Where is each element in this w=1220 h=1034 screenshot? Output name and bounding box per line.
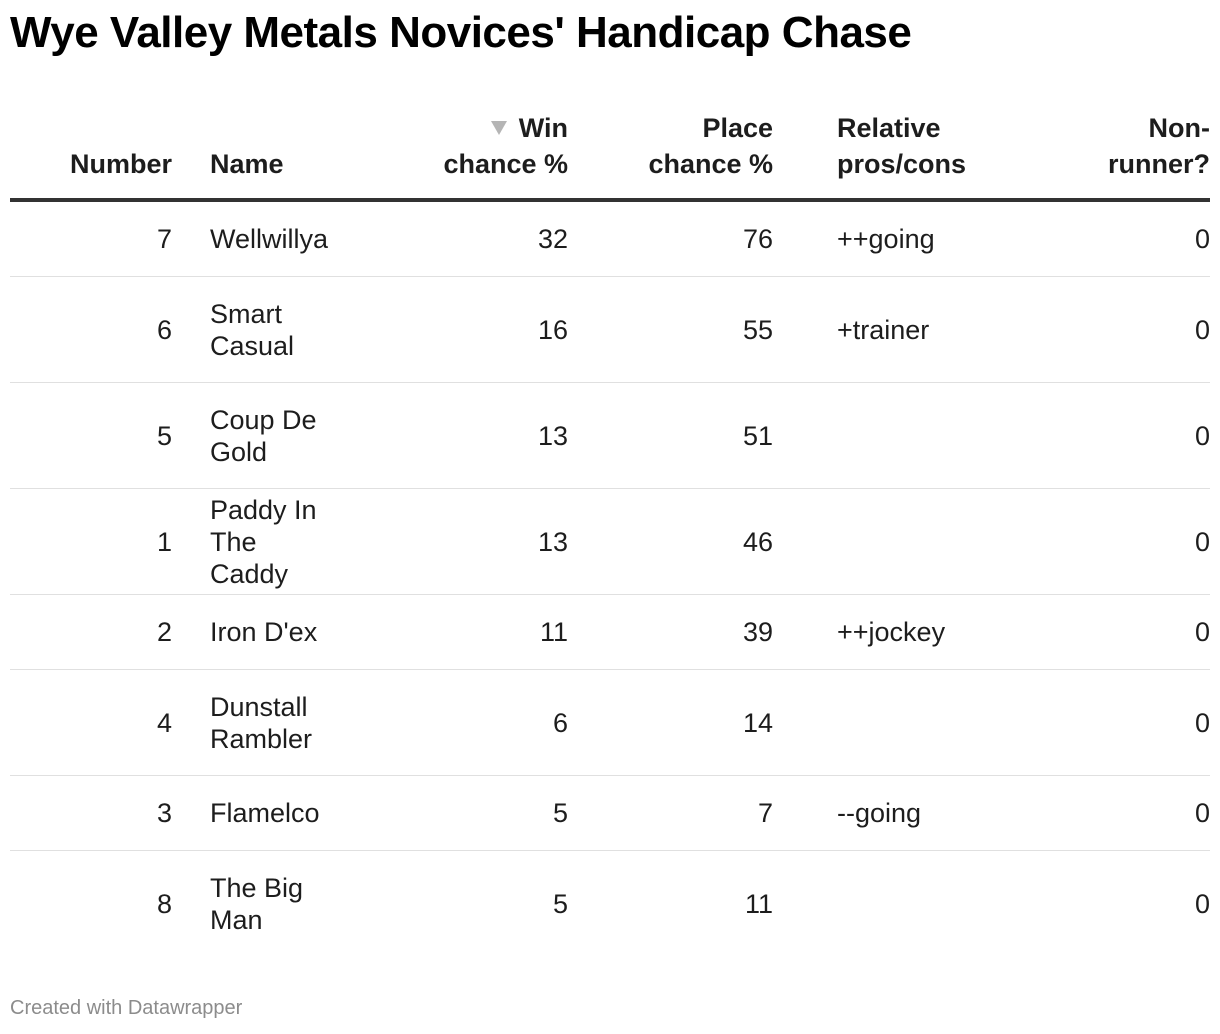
cell-relative [773, 851, 1033, 957]
cell-nonrunner: 0 [1033, 488, 1210, 595]
cell-win: 6 [322, 669, 568, 776]
cell-number: 1 [10, 488, 172, 595]
header-win-line1: Win [518, 113, 568, 143]
cell-relative [773, 488, 1033, 595]
cell-place: 55 [568, 276, 773, 383]
cell-relative [773, 382, 1033, 489]
cell-place: 39 [568, 594, 773, 670]
cell-place: 51 [568, 382, 773, 489]
cell-name: Coup De Gold [172, 382, 322, 489]
cell-number: 8 [156, 888, 172, 919]
header-relative-line1: Relative [837, 113, 941, 143]
cell-relative: --going [773, 775, 1033, 851]
data-table: Number Name Win chance % Place chance % … [10, 110, 1210, 956]
cell-place: 7 [568, 775, 773, 851]
cell-number: 3 [10, 775, 172, 851]
sort-descending-icon [490, 120, 507, 135]
cell-name-line: Iron D'ex [210, 617, 318, 647]
cell-relative: ++jockey [773, 594, 1033, 670]
table-row: 7 Wellwillya 32 76 ++going 0 [10, 200, 1210, 277]
cell-relative: +trainer [773, 276, 1033, 383]
cell-number: 7 [10, 200, 172, 277]
cell-name: Smart Casual [172, 276, 322, 383]
cell-name: Iron D'ex [172, 594, 322, 670]
cell-name-line: Flamelco [210, 798, 320, 828]
cell-name: Dunstall Rambler [172, 669, 322, 776]
cell-number: 6 [10, 276, 172, 383]
cell-name-line: Paddy In [210, 494, 317, 525]
cell-win: 32 [322, 200, 568, 277]
header-nonrunner-line1: Non- [1148, 113, 1210, 143]
cell-number: 4 [10, 669, 172, 776]
cell-nonrunner: 0 [1033, 669, 1210, 776]
cell-name-line: Dunstall [210, 691, 308, 722]
cell-win: 11 [322, 594, 568, 670]
cell-name-line: Smart [210, 298, 283, 329]
cell-place: 11 [744, 888, 773, 919]
cell-nonrunner: 0 [1033, 594, 1210, 670]
cell-name-line: Rambler [210, 723, 313, 754]
header-name[interactable]: Name [172, 110, 322, 202]
cell-relative [773, 669, 1033, 776]
cell-name-line: Man [210, 904, 263, 935]
cell-relative: ++going [773, 200, 1033, 277]
cell-name-line: Coup De [210, 404, 317, 435]
table-row: 5 Coup De Gold 13 51 0 [10, 382, 1210, 489]
header-place-chance[interactable]: Place chance % [568, 110, 773, 202]
cell-win: 5 [552, 888, 568, 919]
header-name-label: Name [210, 149, 284, 179]
cell-name-line: Gold [210, 436, 268, 467]
cell-nonrunner: 0 [1033, 276, 1210, 383]
cell-name-line: The Caddy [210, 526, 289, 589]
cell-name: Wellwillya [172, 200, 328, 277]
header-place-line2: chance % [648, 149, 773, 179]
cell-nonrunner: 0 [1194, 888, 1210, 919]
cell-win: 16 [322, 276, 568, 383]
header-win-chance[interactable]: Win chance % [322, 110, 568, 202]
chart-title: Wye Valley Metals Novices' Handicap Chas… [10, 8, 912, 57]
cell-number: 2 [10, 594, 172, 670]
cell-win: 13 [322, 382, 568, 489]
cell-name: Paddy In The Caddy [172, 488, 322, 595]
header-place-line1: Place [702, 113, 773, 143]
cell-nonrunner: 0 [1033, 775, 1210, 851]
header-win-line2: chance % [443, 149, 568, 179]
cell-place: 46 [568, 488, 773, 595]
cell-name-line: The Big [210, 872, 304, 903]
cell-name-line: Casual [210, 330, 295, 361]
table-row: 2 Iron D'ex 11 39 ++jockey 0 [10, 594, 1210, 670]
header-non-runner[interactable]: Non- runner? [1033, 110, 1210, 202]
header-row: Number Name Win chance % Place chance % … [10, 110, 1210, 202]
cell-nonrunner: 0 [1033, 382, 1210, 489]
cell-name: The Big Man [172, 851, 322, 957]
footer-credit[interactable]: Created with Datawrapper [10, 997, 243, 1019]
table-row: 1 Paddy In The Caddy 13 46 0 [10, 488, 1210, 595]
header-relative-line2: pros/cons [837, 149, 967, 179]
table-row: 8 The Big Man 5 11 0 [10, 851, 1210, 957]
table-row: 4 Dunstall Rambler 6 14 0 [10, 669, 1210, 776]
header-nonrunner-line2: runner? [1107, 149, 1210, 179]
cell-name-line: Wellwillya [210, 224, 329, 254]
header-number[interactable]: Number [10, 110, 172, 202]
cell-place: 76 [568, 200, 773, 277]
cell-place: 14 [568, 669, 773, 776]
table-row: 3 Flamelco 5 7 --going 0 [10, 775, 1210, 851]
cell-win: 13 [322, 488, 568, 595]
header-number-label: Number [69, 149, 172, 179]
header-relative[interactable]: Relative pros/cons [773, 110, 1033, 202]
cell-nonrunner: 0 [1033, 200, 1210, 277]
table-row: 6 Smart Casual 16 55 +trainer 0 [10, 276, 1210, 383]
cell-win: 5 [322, 775, 568, 851]
cell-number: 5 [10, 382, 172, 489]
cell-name: Flamelco [172, 775, 322, 851]
